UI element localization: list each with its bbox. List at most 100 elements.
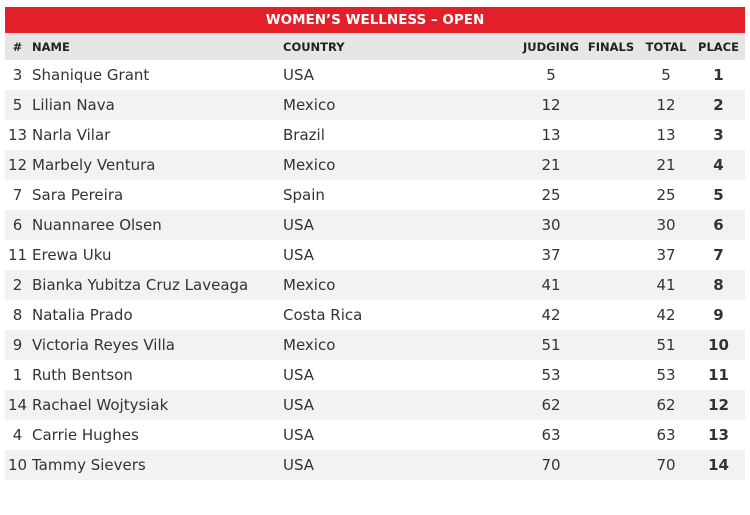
country: Mexico — [283, 150, 520, 180]
result-row: 4 Carrie Hughes USA 63 63 13 — [5, 420, 745, 450]
judging-score: 41 — [520, 270, 582, 300]
judging-score: 5 — [546, 66, 556, 84]
place: 7 — [713, 246, 724, 264]
column-header: TOTAL — [640, 33, 692, 60]
judging-score: 21 — [520, 150, 582, 180]
country: Mexico — [283, 90, 520, 120]
place: 14 — [692, 450, 745, 480]
total-score: 41 — [640, 270, 692, 300]
column-header: FINALS — [582, 33, 640, 60]
competitor-name: Ruth Bentson — [32, 366, 133, 384]
competitor-name: Bianka Yubitza Cruz Laveaga — [30, 270, 283, 300]
competitor-number: 6 — [5, 210, 30, 240]
competitor-number: 8 — [12, 306, 23, 324]
result-row: 2 Bianka Yubitza Cruz Laveaga Mexico 41 41 8 — [5, 270, 745, 300]
result-row: 9 Victoria Reyes Villa Mexico 51 51 10 — [5, 330, 745, 360]
competitor-name: Victoria Reyes Villa — [30, 330, 283, 360]
total-score: 37 — [656, 246, 676, 264]
result-row: 5 Lilian Nava Mexico 12 12 2 — [5, 90, 745, 120]
judging-score: 53 — [541, 366, 561, 384]
column-header: # — [5, 33, 30, 60]
competitor-name: Marbely Ventura — [30, 150, 283, 180]
result-row: 6 Nuannaree Olsen USA 30 30 6 — [5, 210, 745, 240]
total-score: 62 — [640, 390, 692, 420]
finals-score — [582, 450, 640, 480]
competitor-number: 1 — [12, 366, 23, 384]
total-score: 30 — [640, 210, 692, 240]
country: Costa Rica — [283, 306, 363, 324]
competitor-name: Carrie Hughes — [32, 426, 139, 444]
judging-score: 12 — [520, 90, 582, 120]
country: USA — [283, 210, 520, 240]
country: USA — [283, 390, 520, 420]
judging-score: 51 — [520, 330, 582, 360]
country: USA — [283, 246, 315, 264]
competitor-number: 13 — [7, 126, 28, 144]
finals-score — [582, 240, 640, 270]
finals-score — [582, 90, 640, 120]
competitor-name: Shanique Grant — [32, 66, 150, 84]
place: 3 — [713, 126, 724, 144]
results-panel: WOMEN’S WELLNESS – OPEN # NAME COUNTRY JUDG… — [5, 7, 745, 480]
total-score: 42 — [656, 306, 676, 324]
finals-score — [582, 330, 640, 360]
column-header: JUDGING — [520, 33, 582, 60]
competitor-number: 12 — [5, 150, 30, 180]
result-row: 13 Narla Vilar Brazil 13 13 3 — [5, 120, 745, 150]
result-row: 10 Tammy Sievers USA 70 70 14 — [5, 450, 745, 480]
column-header: COUNTRY — [283, 33, 520, 60]
header-row: # NAME COUNTRY JUDGING FINALS TOTAL PLACE — [5, 33, 745, 60]
finals-score — [582, 420, 640, 450]
result-row: 11 Erewa Uku USA 37 37 7 — [5, 240, 745, 270]
judging-score: 70 — [520, 450, 582, 480]
results-table: # NAME COUNTRY JUDGING FINALS TOTAL PLACE 3 Sha… — [5, 33, 745, 480]
competitor-name: Rachael Wojtysiak — [30, 390, 283, 420]
finals-score — [582, 60, 640, 90]
finals-score — [582, 150, 640, 180]
country: USA — [283, 426, 315, 444]
finals-score — [582, 270, 640, 300]
column-header: PLACE — [692, 33, 745, 60]
result-row: 14 Rachael Wojtysiak USA 62 62 12 — [5, 390, 745, 420]
judging-score: 63 — [541, 426, 561, 444]
competitor-name: Natalia Prado — [32, 306, 133, 324]
total-score: 70 — [640, 450, 692, 480]
total-score: 13 — [656, 126, 676, 144]
place: 10 — [692, 330, 745, 360]
competitor-name: Nuannaree Olsen — [30, 210, 283, 240]
place: 12 — [692, 390, 745, 420]
finals-score — [582, 210, 640, 240]
competitor-number: 3 — [12, 66, 23, 84]
country: Spain — [283, 186, 325, 204]
competitor-number: 11 — [7, 246, 28, 264]
finals-score — [582, 300, 640, 330]
competitor-number: 9 — [5, 330, 30, 360]
finals-score — [582, 120, 640, 150]
total-score: 21 — [640, 150, 692, 180]
finals-score — [582, 360, 640, 390]
judging-score: 62 — [520, 390, 582, 420]
competitor-name: Narla Vilar — [32, 126, 111, 144]
judging-score: 25 — [541, 186, 561, 204]
finals-score — [582, 390, 640, 420]
total-score: 63 — [656, 426, 676, 444]
finals-score — [582, 180, 640, 210]
total-score: 51 — [640, 330, 692, 360]
competitor-name: Erewa Uku — [32, 246, 112, 264]
total-score: 12 — [640, 90, 692, 120]
place: 8 — [692, 270, 745, 300]
place: 6 — [692, 210, 745, 240]
result-row: 3 Shanique Grant USA 5 5 1 — [5, 60, 745, 90]
place: 9 — [713, 306, 724, 324]
country: USA — [283, 450, 520, 480]
competitor-name: Sara Pereira — [32, 186, 124, 204]
competitor-number: 2 — [5, 270, 30, 300]
column-header: NAME — [30, 33, 283, 60]
table-body: 3 Shanique Grant USA 5 5 1 5 Lilian Nava Mexico 1… — [5, 60, 745, 480]
competitor-number: 7 — [12, 186, 23, 204]
result-row: 12 Marbely Ventura Mexico 21 21 4 — [5, 150, 745, 180]
country: Brazil — [283, 126, 325, 144]
judging-score: 37 — [541, 246, 561, 264]
judging-score: 42 — [541, 306, 561, 324]
